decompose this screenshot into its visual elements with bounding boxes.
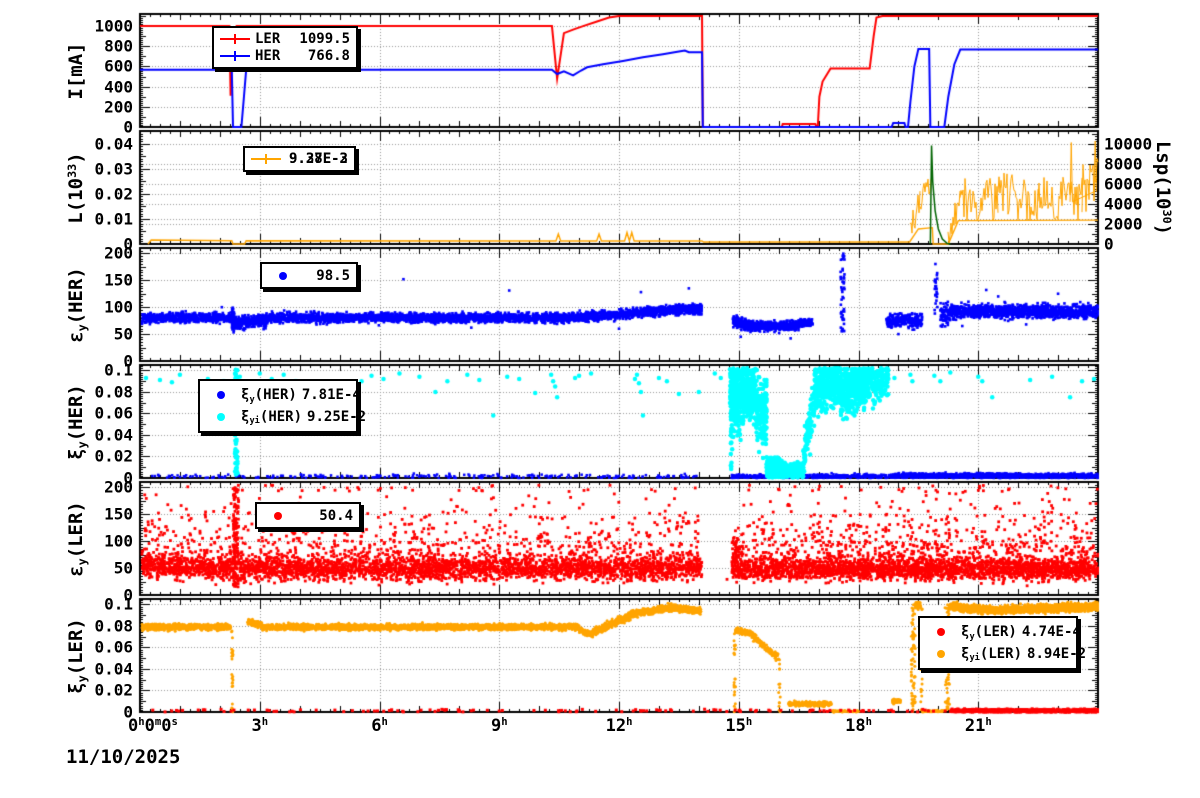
right-y-tick-label: 10000 xyxy=(1104,134,1153,154)
right-y-tick-label: 0 xyxy=(1104,234,1114,254)
y-tick-label: 0.08 xyxy=(94,616,133,636)
legend-box: 50.4 xyxy=(255,502,361,529)
legend-label: ξyi(HER) xyxy=(241,408,303,427)
legend-box: 98.5 xyxy=(260,262,358,289)
y-tick-label: 0.1 xyxy=(104,360,133,380)
y-tick-label: 0.01 xyxy=(94,209,133,229)
dot-marker-icon xyxy=(926,649,956,658)
y-tick-label: 150 xyxy=(104,504,133,524)
y-tick-label: 200 xyxy=(104,97,133,117)
y-tick-label: 400 xyxy=(104,77,133,97)
y-tick-label: 0.04 xyxy=(94,134,133,154)
y-axis-title: L(1033) xyxy=(64,151,87,224)
y-tick-label: 0 xyxy=(123,468,133,488)
line-marker-icon xyxy=(220,33,250,44)
x-tick-label: 21h xyxy=(964,716,992,736)
y-tick-label: 0.08 xyxy=(94,382,133,402)
line-marker-icon xyxy=(251,154,281,164)
legend-value: 766.8 xyxy=(307,48,350,65)
dot-marker-icon xyxy=(263,511,293,520)
legend-label: ξy(LER) xyxy=(961,624,1017,643)
x-tick-label: 9h xyxy=(490,716,508,736)
y-tick-label: 0 xyxy=(123,585,133,605)
legend-entry: 50.4 xyxy=(263,508,353,524)
legend-box: ξy(LER) 4.74E-4 ξyi(LER) 8.94E-2 xyxy=(918,616,1086,670)
y-tick-label: 150 xyxy=(104,270,133,290)
legend-entry: ξyi(HER) 9.25E-2 xyxy=(206,408,366,427)
legend-value: 9.37E-2 9.28E-3 xyxy=(288,150,348,167)
legend-value: 7.81E-4 xyxy=(301,387,361,404)
y-tick-label: 0 xyxy=(123,234,133,254)
y-tick-label: 0.03 xyxy=(94,159,133,179)
y-tick-label: 50 xyxy=(113,324,133,344)
y-tick-label: 0.1 xyxy=(104,594,133,614)
y-tick-label: 800 xyxy=(104,36,133,56)
y-tick-label: 0 xyxy=(123,351,133,371)
y-tick-label: 600 xyxy=(104,56,133,76)
dot-marker-icon xyxy=(268,271,298,280)
legend-entry: 9.37E-2 9.28E-3 xyxy=(251,151,348,168)
legend-entry: HER 766.8 xyxy=(220,48,350,64)
y-tick-label: 100 xyxy=(104,531,133,551)
y-tick-label: 200 xyxy=(104,477,133,497)
legend-entry: LER 1099.5 xyxy=(220,31,350,47)
legend-entry: ξyi(LER) 8.94E-2 xyxy=(926,645,1086,664)
legend-value: 9.25E-2 xyxy=(307,408,367,425)
y-tick-label: 0.02 xyxy=(94,680,133,700)
x-tick-label: 3h xyxy=(251,716,269,736)
x-tick-label: 6h xyxy=(371,716,388,736)
y-tick-label: 0.06 xyxy=(94,403,133,423)
legend-box: LER 1099.5 HER 766.8 xyxy=(212,26,358,69)
legend-box: 9.37E-2 9.28E-3 xyxy=(243,146,356,172)
x-tick-label: 15h xyxy=(725,716,753,736)
y-tick-label: 100 xyxy=(104,297,133,317)
right-y-tick-label: 2000 xyxy=(1104,214,1143,234)
y-axis-title: I[mA] xyxy=(65,41,87,100)
dot-marker-icon xyxy=(206,412,236,421)
legend-value: 4.74E-4 xyxy=(1021,624,1081,641)
dot-marker-icon xyxy=(206,391,236,400)
y-tick-label: 200 xyxy=(104,243,133,263)
x-tick-label: 12h xyxy=(605,716,633,736)
legend-label: ξy(HER) xyxy=(241,387,297,406)
y-axis-title: ξy(LER) xyxy=(65,617,89,694)
dot-marker-icon xyxy=(926,628,956,637)
y-tick-label: 50 xyxy=(113,558,133,578)
right-y-tick-label: 6000 xyxy=(1104,174,1143,194)
right-y-axis-title: Lsp(1030) xyxy=(1152,140,1175,235)
y-tick-label: 0.02 xyxy=(94,446,133,466)
right-y-tick-label: 4000 xyxy=(1104,194,1143,214)
y-axis-title: εy(LER) xyxy=(65,500,89,577)
y-axis-title: ξy(HER) xyxy=(65,383,89,460)
line-marker-icon xyxy=(220,51,250,62)
legend-entry: ξy(LER) 4.74E-4 xyxy=(926,624,1081,643)
y-axis-title: εy(HER) xyxy=(65,266,89,343)
y-tick-label: 1000 xyxy=(94,16,133,36)
legend-value: 50.4 xyxy=(319,507,353,524)
y-tick-label: 0.04 xyxy=(94,659,133,679)
y-tick-label: 0 xyxy=(123,117,133,137)
date-label: 11/10/2025 xyxy=(66,746,181,768)
x-tick-label: 18h xyxy=(845,716,872,736)
y-tick-label: 0.04 xyxy=(94,425,133,445)
legend-value: 8.94E-2 xyxy=(1027,645,1087,662)
legend-value: 1099.5 xyxy=(299,30,350,47)
right-y-tick-label: 8000 xyxy=(1104,154,1143,174)
legend-value: 98.5 xyxy=(316,267,350,284)
y-tick-label: 0 xyxy=(123,702,133,722)
legend-label: HER xyxy=(255,48,281,65)
legend-entry: ξy(HER) 7.81E-4 xyxy=(206,387,361,406)
x-tick-label: 0h0m0s xyxy=(128,716,178,736)
legend-box: ξy(HER) 7.81E-4 ξyi(HER) 9.25E-2 xyxy=(198,379,366,433)
y-tick-label: 0.06 xyxy=(94,637,133,657)
y-tick-label: 0.02 xyxy=(94,184,133,204)
legend-entry: 98.5 xyxy=(268,268,350,284)
legend-label: LER xyxy=(255,30,281,47)
legend-label: ξyi(LER) xyxy=(961,645,1023,664)
